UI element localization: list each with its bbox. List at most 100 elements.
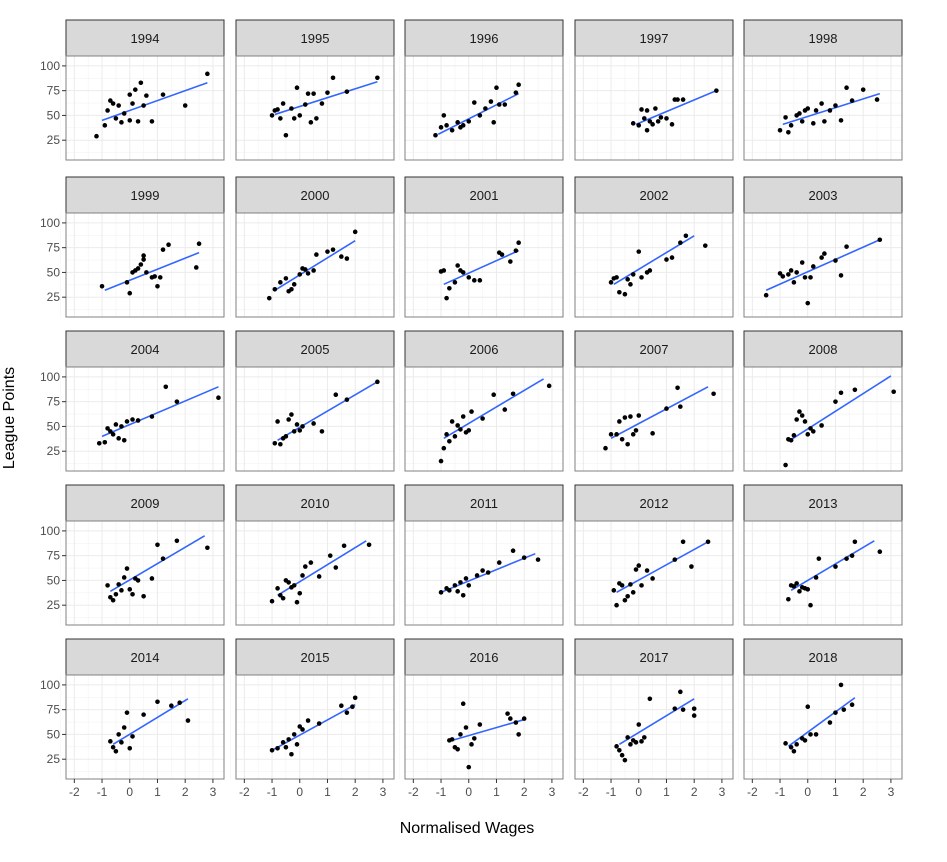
data-point bbox=[669, 255, 675, 260]
data-point bbox=[675, 97, 680, 102]
data-point bbox=[502, 102, 508, 107]
data-point bbox=[294, 742, 300, 747]
data-point bbox=[330, 247, 336, 252]
data-point bbox=[630, 121, 636, 126]
fit-line bbox=[274, 240, 356, 291]
panel-2013: 2013 bbox=[738, 484, 903, 626]
data-point bbox=[485, 570, 491, 575]
panel-strip bbox=[574, 330, 734, 368]
x-tick-label: -1 bbox=[606, 785, 617, 799]
data-point bbox=[447, 438, 452, 444]
panel-border bbox=[235, 520, 395, 626]
fit-line bbox=[787, 697, 856, 747]
data-point bbox=[116, 732, 121, 737]
data-point bbox=[819, 101, 824, 106]
data-point bbox=[316, 574, 322, 579]
data-point bbox=[808, 275, 813, 280]
data-point bbox=[130, 101, 135, 106]
data-point bbox=[438, 458, 444, 464]
data-point bbox=[797, 589, 802, 594]
data-point bbox=[455, 746, 460, 752]
panel-title: 2000 bbox=[301, 188, 330, 203]
data-point bbox=[780, 274, 786, 279]
data-point bbox=[119, 588, 124, 593]
x-tick-label: -2 bbox=[747, 785, 758, 799]
panel-title: 2012 bbox=[640, 496, 669, 511]
data-point bbox=[680, 97, 686, 102]
data-point bbox=[833, 103, 838, 108]
data-point bbox=[460, 592, 466, 598]
y-tick-label: 75 bbox=[47, 395, 61, 409]
data-point bbox=[325, 90, 330, 95]
data-point bbox=[849, 98, 855, 103]
data-point bbox=[471, 736, 477, 741]
data-point bbox=[477, 113, 483, 118]
data-point bbox=[127, 745, 133, 751]
data-point bbox=[622, 597, 628, 603]
data-point bbox=[460, 414, 466, 419]
x-tick-label: 3 bbox=[888, 785, 895, 799]
panel-2016: 2016 -2 -1 0 1 2 3 bbox=[399, 638, 564, 799]
data-point bbox=[491, 392, 497, 398]
data-point bbox=[130, 591, 135, 597]
panel-border bbox=[404, 520, 564, 626]
data-point bbox=[827, 720, 833, 725]
data-point bbox=[141, 103, 146, 108]
panel-2002: 2002 bbox=[569, 176, 734, 318]
x-tick-label: -2 bbox=[578, 785, 589, 799]
data-point bbox=[300, 727, 305, 732]
data-point bbox=[105, 426, 110, 431]
data-point bbox=[144, 270, 149, 275]
data-point bbox=[844, 556, 849, 561]
data-point bbox=[516, 732, 521, 737]
x-tick-label: 0 bbox=[296, 785, 303, 799]
x-tick-label: 1 bbox=[154, 785, 161, 799]
x-axis-title: Normalised Wages bbox=[400, 820, 535, 837]
panel-2018: 2018 -2 -1 0 1 2 3 bbox=[738, 638, 903, 799]
data-point bbox=[799, 119, 805, 124]
data-point bbox=[102, 123, 108, 128]
y-tick-label: 25 bbox=[47, 752, 61, 766]
data-point bbox=[278, 280, 283, 285]
data-point bbox=[636, 563, 642, 568]
panel-background bbox=[405, 521, 563, 625]
data-point bbox=[460, 270, 466, 275]
panel-title: 2017 bbox=[640, 650, 669, 665]
data-point bbox=[449, 419, 455, 424]
panel-1994: 1994 25 50 75 100 bbox=[40, 19, 225, 161]
data-point bbox=[664, 406, 669, 411]
panel-background bbox=[66, 521, 224, 625]
panel-2008: 2008 bbox=[738, 330, 903, 472]
data-point bbox=[138, 262, 144, 267]
data-point bbox=[266, 295, 272, 301]
panel-border bbox=[574, 212, 734, 318]
data-point bbox=[102, 439, 108, 445]
data-point bbox=[794, 581, 799, 586]
data-point bbox=[339, 703, 344, 709]
data-point bbox=[144, 93, 149, 98]
data-point bbox=[344, 89, 350, 94]
data-point bbox=[852, 539, 858, 545]
data-point bbox=[622, 415, 628, 420]
data-point bbox=[466, 275, 472, 280]
panel-background bbox=[236, 56, 394, 160]
data-point bbox=[149, 119, 155, 124]
y-tick-label: 50 bbox=[47, 419, 61, 433]
data-point bbox=[311, 421, 316, 426]
data-point bbox=[783, 462, 788, 468]
data-point bbox=[636, 123, 642, 128]
data-point bbox=[619, 583, 625, 588]
data-point bbox=[121, 437, 127, 443]
x-tick-label: 2 bbox=[860, 785, 867, 799]
panel-title: 2018 bbox=[809, 650, 838, 665]
panel-strip bbox=[404, 330, 564, 368]
data-point bbox=[805, 300, 811, 306]
data-point bbox=[169, 703, 174, 709]
data-point bbox=[458, 427, 463, 432]
panel-strip bbox=[574, 176, 734, 214]
data-point bbox=[108, 429, 113, 434]
data-point bbox=[305, 718, 311, 723]
data-point bbox=[108, 98, 113, 103]
fit-line bbox=[104, 251, 200, 292]
data-point bbox=[636, 413, 642, 418]
